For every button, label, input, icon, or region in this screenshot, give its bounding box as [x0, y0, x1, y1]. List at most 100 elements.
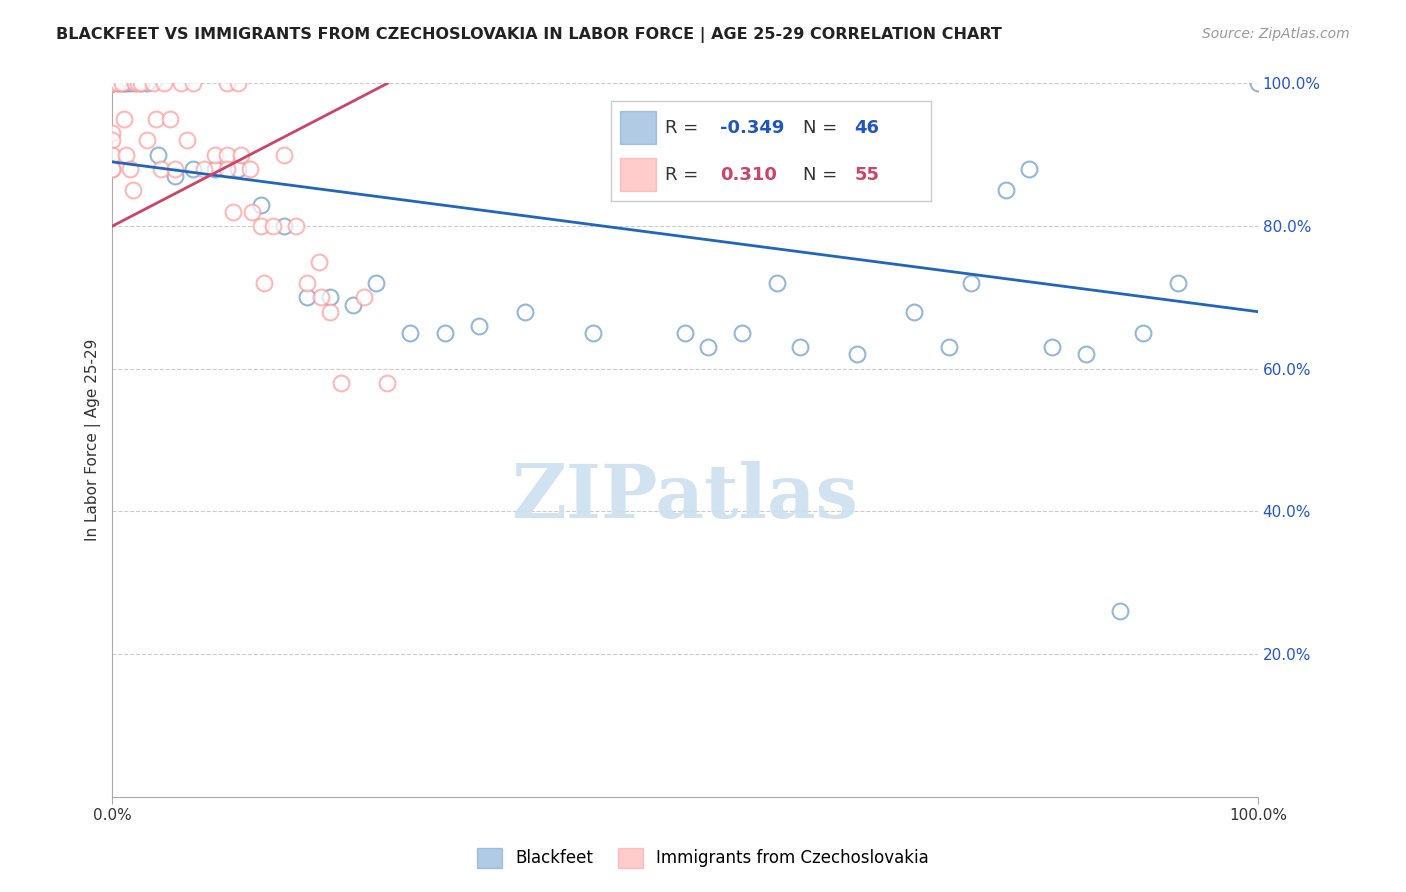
Point [101, 127, 124, 141]
Point [273, 219, 295, 233]
Point [101, 77, 124, 91]
Point [110, 77, 132, 91]
Point [353, 290, 375, 304]
Point [153, 77, 176, 91]
Point [697, 340, 720, 354]
Legend: Blackfeet, Immigrants from Czechoslovakia: Blackfeet, Immigrants from Czechoslovaki… [470, 841, 936, 875]
Point [673, 326, 696, 340]
Point [122, 183, 145, 197]
Point [115, 77, 138, 91]
Point [228, 77, 250, 91]
Point [101, 77, 124, 91]
Point [250, 197, 273, 211]
Point [468, 318, 491, 333]
Point [124, 77, 146, 91]
Point [129, 77, 152, 91]
Point [938, 340, 960, 354]
Point [295, 290, 318, 304]
Point [319, 290, 342, 304]
Point [960, 276, 983, 290]
Point [433, 326, 456, 340]
Point [181, 77, 204, 91]
Point [215, 161, 238, 176]
Point [262, 219, 284, 233]
Point [284, 219, 307, 233]
Point [101, 77, 124, 91]
Point [342, 297, 364, 311]
Point [765, 276, 787, 290]
Y-axis label: In Labor Force | Age 25-29: In Labor Force | Age 25-29 [86, 339, 101, 541]
Point [845, 347, 868, 361]
Point [118, 77, 141, 91]
Point [159, 112, 181, 127]
Point [399, 326, 422, 340]
Point [124, 77, 146, 91]
Text: Source: ZipAtlas.com: Source: ZipAtlas.com [1202, 27, 1350, 41]
Point [1109, 604, 1132, 618]
Point [165, 161, 187, 176]
Point [101, 77, 124, 91]
Point [129, 77, 152, 91]
Point [135, 134, 157, 148]
Point [1167, 276, 1189, 290]
Point [101, 77, 124, 91]
Point [215, 77, 238, 91]
Point [145, 112, 167, 127]
Point [112, 77, 135, 91]
Point [789, 340, 811, 354]
Point [1132, 326, 1154, 340]
Point [101, 77, 124, 91]
Point [215, 148, 238, 162]
Point [731, 326, 754, 340]
Point [101, 148, 124, 162]
Point [250, 219, 273, 233]
Point [330, 376, 353, 390]
Point [135, 77, 157, 91]
Point [273, 148, 295, 162]
Point [513, 304, 536, 318]
Point [582, 326, 605, 340]
Text: BLACKFEET VS IMMIGRANTS FROM CZECHOSLOVAKIA IN LABOR FORCE | AGE 25-29 CORRELATI: BLACKFEET VS IMMIGRANTS FROM CZECHOSLOVA… [56, 27, 1002, 43]
Point [204, 161, 226, 176]
Point [375, 376, 398, 390]
Point [903, 304, 925, 318]
Point [112, 112, 135, 127]
Point [240, 204, 263, 219]
Point [181, 161, 204, 176]
Point [228, 161, 250, 176]
Point [101, 77, 124, 91]
Point [101, 161, 124, 176]
Point [101, 77, 124, 91]
Point [319, 304, 342, 318]
Point [165, 169, 187, 183]
Point [101, 77, 124, 91]
Point [229, 148, 252, 162]
Point [101, 161, 124, 176]
Point [308, 254, 330, 268]
Point [252, 276, 274, 290]
Point [101, 77, 124, 91]
Point [110, 77, 132, 91]
Point [1247, 77, 1270, 91]
Point [149, 161, 172, 176]
Point [204, 148, 226, 162]
Point [101, 134, 124, 148]
Point [118, 161, 141, 176]
Point [170, 77, 193, 91]
Point [994, 183, 1017, 197]
Point [107, 77, 129, 91]
Point [101, 77, 124, 91]
Point [127, 77, 149, 91]
Point [176, 134, 198, 148]
Point [221, 204, 243, 219]
Point [101, 77, 124, 91]
Text: ZIPatlas: ZIPatlas [512, 460, 859, 533]
Point [148, 148, 170, 162]
Point [1040, 340, 1063, 354]
Point [193, 161, 215, 176]
Point [309, 290, 332, 304]
Point [115, 148, 138, 162]
Point [295, 276, 318, 290]
Point [239, 161, 262, 176]
Point [107, 77, 129, 91]
